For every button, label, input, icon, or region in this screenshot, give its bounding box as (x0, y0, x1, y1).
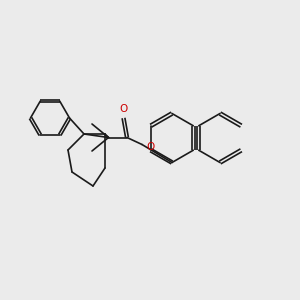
Text: O: O (146, 142, 154, 152)
Text: O: O (119, 104, 128, 115)
